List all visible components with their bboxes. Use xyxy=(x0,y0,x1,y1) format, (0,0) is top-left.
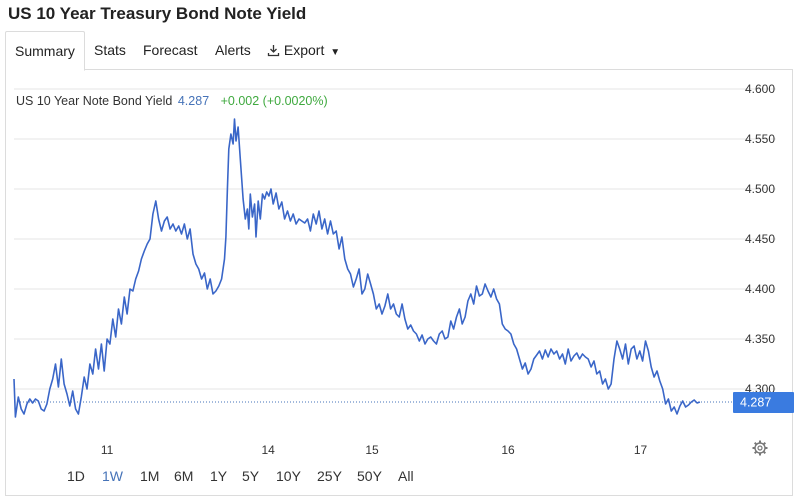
x-tick-label: 14 xyxy=(262,443,276,457)
tab-summary[interactable]: Summary xyxy=(5,31,85,71)
current-value-badge xyxy=(733,392,794,413)
export-label: Export xyxy=(283,42,325,58)
y-tick-label: 4.500 xyxy=(745,182,775,196)
y-tick-label: 4.600 xyxy=(745,82,775,96)
chart-frame xyxy=(5,70,793,496)
range-25y[interactable]: 25Y xyxy=(317,468,342,484)
tab-alerts[interactable]: Alerts xyxy=(215,42,251,58)
range-1w[interactable]: 1W xyxy=(102,468,123,484)
range-1m[interactable]: 1M xyxy=(140,468,160,484)
y-tick-label: 4.450 xyxy=(745,232,775,246)
range-50y[interactable]: 50Y xyxy=(357,468,382,484)
legend-change: +0.002 (+0.0020%) xyxy=(220,94,328,108)
range-10y[interactable]: 10Y xyxy=(276,468,301,484)
legend-series-name: US 10 Year Note Bond Yield xyxy=(16,94,173,108)
grid-layer xyxy=(14,88,776,390)
x-tick-label: 15 xyxy=(365,443,379,457)
current-value-label: 4.287 xyxy=(740,396,771,410)
range-6m[interactable]: 6M xyxy=(174,468,194,484)
range-1d[interactable]: 1D xyxy=(67,468,85,484)
page-title: US 10 Year Treasury Bond Note Yield xyxy=(8,4,307,23)
tab-stats[interactable]: Stats xyxy=(94,42,126,58)
range-5y[interactable]: 5Y xyxy=(242,468,260,484)
tab-forecast[interactable]: Forecast xyxy=(143,42,198,58)
download-icon xyxy=(267,45,280,57)
x-tick-label: 11 xyxy=(101,443,114,457)
y-tick-label: 4.350 xyxy=(745,332,775,346)
x-tick-label: 16 xyxy=(501,443,515,457)
legend-last-value: 4.287 xyxy=(177,94,210,108)
y-tick-label: 4.400 xyxy=(745,282,775,296)
tab-bar: Summary Stats Forecast Alerts Export ▼ xyxy=(5,31,793,71)
y-tick-label: 4.550 xyxy=(745,132,775,146)
gear-icon[interactable] xyxy=(752,440,768,456)
chart-legend: US 10 Year Note Bond Yield 4.287 +0.002 … xyxy=(16,94,328,108)
x-axis-ticks: 11 14 15 16 17 xyxy=(101,443,648,457)
caret-down-icon: ▼ xyxy=(330,47,341,58)
tab-export[interactable]: Export ▼ xyxy=(267,31,340,70)
x-tick-label: 17 xyxy=(634,443,648,457)
range-1y[interactable]: 1Y xyxy=(210,468,228,484)
series-line-ust10y xyxy=(13,118,701,418)
range-all[interactable]: All xyxy=(398,468,414,484)
